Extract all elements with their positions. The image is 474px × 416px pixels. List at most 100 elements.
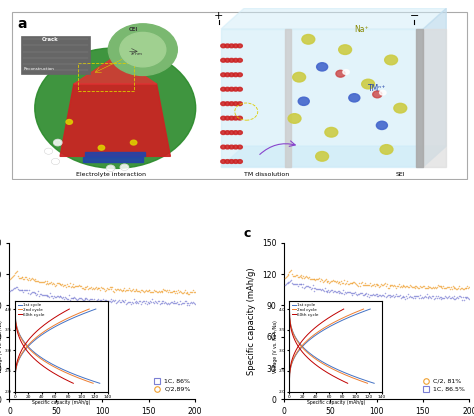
Circle shape: [98, 145, 105, 150]
Point: [350, 290, 358, 296]
Point: [81, 283, 88, 290]
Point: [385, 285, 392, 291]
Point: [301, 274, 308, 281]
Point: [350, 290, 357, 296]
Point: [116, 286, 124, 292]
Text: Electrolyte interaction: Electrolyte interaction: [76, 172, 146, 177]
Point: [452, 296, 459, 302]
Point: [18, 274, 26, 280]
Point: [176, 298, 184, 305]
Point: [46, 290, 54, 297]
Circle shape: [373, 91, 382, 98]
Point: [432, 285, 440, 291]
Bar: [21, 36, 90, 74]
Point: [149, 289, 157, 295]
Circle shape: [229, 87, 234, 91]
Point: [40, 291, 47, 298]
Circle shape: [237, 87, 242, 91]
Point: [436, 294, 443, 300]
Point: [11, 285, 19, 291]
Point: [154, 289, 162, 295]
Point: [16, 275, 24, 281]
Point: [127, 287, 135, 294]
Point: [120, 298, 128, 305]
Point: [59, 293, 67, 300]
Point: [357, 290, 365, 296]
Point: [386, 291, 393, 298]
Point: [325, 277, 332, 284]
Point: [379, 282, 387, 289]
Point: [430, 295, 438, 302]
Point: [145, 300, 152, 306]
Point: [439, 283, 447, 290]
Point: [400, 281, 407, 288]
Point: [365, 290, 372, 297]
Point: [332, 278, 339, 285]
Circle shape: [237, 116, 242, 120]
Point: [460, 286, 467, 293]
Point: [29, 288, 36, 295]
Circle shape: [229, 131, 234, 134]
Point: [132, 285, 139, 292]
Point: [156, 288, 164, 295]
Point: [376, 292, 384, 298]
Point: [361, 290, 368, 297]
Point: [82, 295, 90, 302]
Point: [381, 290, 389, 297]
Point: [43, 293, 50, 300]
Point: [442, 294, 450, 300]
Point: [50, 280, 58, 287]
Point: [151, 298, 159, 305]
Point: [409, 284, 417, 290]
Point: [452, 284, 459, 291]
Point: [28, 275, 36, 281]
Point: [61, 282, 69, 288]
Text: −: −: [410, 11, 419, 21]
Point: [347, 290, 355, 296]
Point: [93, 286, 100, 292]
Point: [299, 284, 306, 291]
Point: [143, 300, 150, 307]
Point: [416, 283, 424, 290]
Point: [380, 293, 388, 300]
Point: [117, 298, 125, 305]
Polygon shape: [74, 57, 156, 84]
Point: [37, 279, 45, 285]
Point: [433, 283, 441, 290]
Point: [314, 276, 322, 282]
Point: [348, 280, 356, 286]
Point: [41, 292, 48, 298]
Point: [401, 293, 408, 300]
Point: [421, 292, 428, 299]
Point: [304, 275, 312, 281]
Circle shape: [221, 116, 226, 120]
Point: [59, 282, 67, 289]
Point: [341, 280, 349, 287]
Point: [287, 268, 294, 275]
Circle shape: [225, 102, 230, 106]
Point: [139, 298, 147, 305]
Circle shape: [221, 87, 226, 91]
Circle shape: [339, 45, 352, 54]
Point: [46, 280, 53, 287]
Point: [187, 289, 195, 295]
Point: [465, 285, 472, 291]
Point: [294, 274, 301, 281]
Point: [397, 283, 404, 290]
Point: [412, 295, 419, 302]
Point: [100, 296, 107, 302]
Point: [378, 292, 386, 299]
Point: [24, 276, 32, 283]
Point: [359, 292, 366, 299]
Point: [8, 287, 15, 294]
Point: [165, 300, 173, 307]
Point: [139, 287, 147, 294]
Point: [356, 290, 364, 296]
Point: [348, 291, 356, 298]
Point: [465, 295, 472, 301]
Point: [175, 288, 183, 295]
Point: [411, 292, 419, 299]
Point: [360, 291, 367, 298]
Point: [359, 282, 366, 289]
Point: [121, 288, 129, 295]
